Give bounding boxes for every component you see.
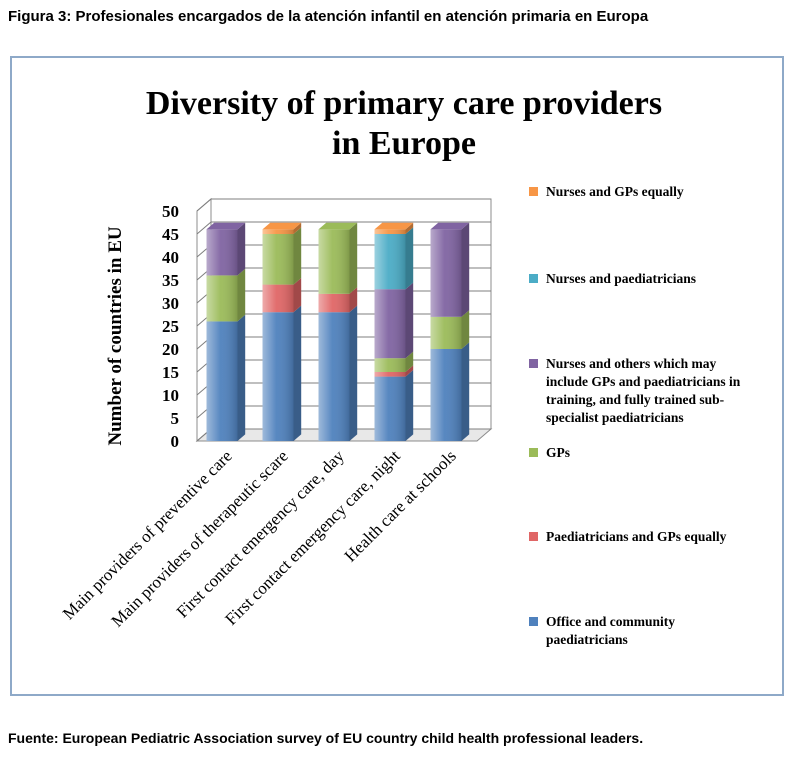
gridline	[196, 198, 491, 212]
bar-segment-shading	[374, 372, 406, 377]
bar-segment-side	[349, 222, 358, 294]
y-tick-label: 30	[162, 294, 179, 313]
bars	[206, 222, 470, 441]
legend-label: GPs	[546, 445, 570, 460]
legend-label: include GPs and paediatricians in	[546, 374, 741, 389]
y-tick-label: 45	[162, 225, 179, 244]
y-tick-label: 40	[162, 248, 179, 267]
bar-segment-side	[405, 370, 414, 441]
bar-segment-side	[349, 305, 358, 441]
bar-segment-shading	[318, 229, 350, 294]
legend-label: Paediatricians and GPs equally	[546, 529, 727, 544]
bar-segment-shading	[374, 229, 406, 234]
y-tick-label: 20	[162, 340, 179, 359]
bar-segment-side	[237, 222, 246, 276]
figure-caption: Figura 3: Profesionales encargados de la…	[8, 8, 649, 25]
y-axis-title: Number of countries in EU	[105, 226, 126, 445]
legend-swatch	[529, 187, 538, 196]
bar-segment-shading	[374, 289, 406, 359]
y-axis-ticks: 0 5 10 15 20 25 30 35 40 45 50	[162, 202, 179, 451]
figure-source: Fuente: European Pediatric Association s…	[8, 730, 644, 746]
bar-stack	[206, 222, 246, 441]
legend-label: Office and community	[546, 614, 675, 629]
bar-top	[262, 222, 302, 230]
bar-stack	[374, 222, 414, 441]
chart-title-line: Diversity of primary care providers	[146, 85, 662, 122]
legend-swatch	[529, 532, 538, 541]
bar-segment-side	[349, 287, 358, 313]
bar-top	[318, 222, 358, 230]
bar-segment-shading	[374, 376, 406, 441]
legend: Nurses and GPs equally Nurses and paediat…	[529, 184, 741, 647]
legend-label: paediatricians	[546, 632, 628, 647]
legend-swatch	[529, 448, 538, 457]
bar-segment-shading	[318, 312, 350, 441]
bar-top	[206, 222, 246, 230]
bar-segment-side	[293, 305, 302, 441]
bar-segment-shading	[374, 234, 406, 290]
bar-segment-shading	[206, 275, 238, 322]
y-tick-label: 50	[162, 202, 179, 221]
bar-segment-shading	[262, 312, 294, 441]
legend-label: Nurses and paediatricians	[546, 271, 696, 286]
bar-segment-shading	[430, 229, 462, 317]
bar-stack	[262, 222, 302, 441]
legend-label: Nurses and GPs equally	[546, 184, 684, 199]
bar-segment-side	[405, 227, 414, 290]
y-tick-label: 15	[162, 363, 179, 382]
chart-title-line: in Europe	[332, 125, 476, 162]
bar-segment-side	[461, 310, 470, 349]
bar-segment-side	[405, 351, 414, 372]
bar-segment-shading	[374, 358, 406, 372]
bar-segment-side	[237, 314, 246, 441]
bar-segment-shading	[430, 316, 462, 349]
bar-segment-side	[293, 278, 302, 313]
bar-segment-shading	[206, 229, 238, 276]
gridline	[196, 221, 491, 235]
bar-segment-shading	[318, 293, 350, 313]
bar-segment-shading	[206, 321, 238, 441]
y-tick-label: 0	[171, 432, 180, 451]
bar-segment-side	[293, 227, 302, 285]
bar-segment-side	[461, 342, 470, 441]
chart-frame	[10, 56, 784, 696]
y-axis-label: Number of countries in EU	[105, 226, 126, 445]
legend-label: Nurses and others which may	[546, 356, 717, 371]
y-tick-label: 25	[162, 317, 179, 336]
bar-segment-side	[405, 222, 414, 234]
y-tick-label: 35	[162, 271, 179, 290]
legend-swatch	[529, 359, 538, 368]
bar-segment-shading	[430, 349, 462, 441]
legend-label: training, and fully trained sub-	[546, 392, 724, 407]
y-tick-label: 10	[162, 386, 179, 405]
bar-segment-side	[461, 222, 470, 317]
bar-segment-shading	[262, 229, 294, 234]
bar-segment-shading	[262, 284, 294, 313]
bar-top	[430, 222, 470, 230]
legend-swatch	[529, 617, 538, 626]
bar-stack	[318, 222, 358, 441]
legend-label: specialist paediatricians	[546, 410, 684, 425]
bar-stack	[430, 222, 470, 441]
bar-segment-side	[293, 222, 302, 234]
bar-top	[374, 222, 414, 230]
bar-segment-side	[405, 365, 414, 377]
bar-segment-shading	[262, 234, 294, 285]
bar-segment-side	[405, 282, 414, 359]
bar-segment-side	[237, 268, 246, 322]
legend-swatch	[529, 274, 538, 283]
x-tick-label: Health care at schools	[341, 446, 460, 565]
y-tick-label: 5	[171, 409, 180, 428]
